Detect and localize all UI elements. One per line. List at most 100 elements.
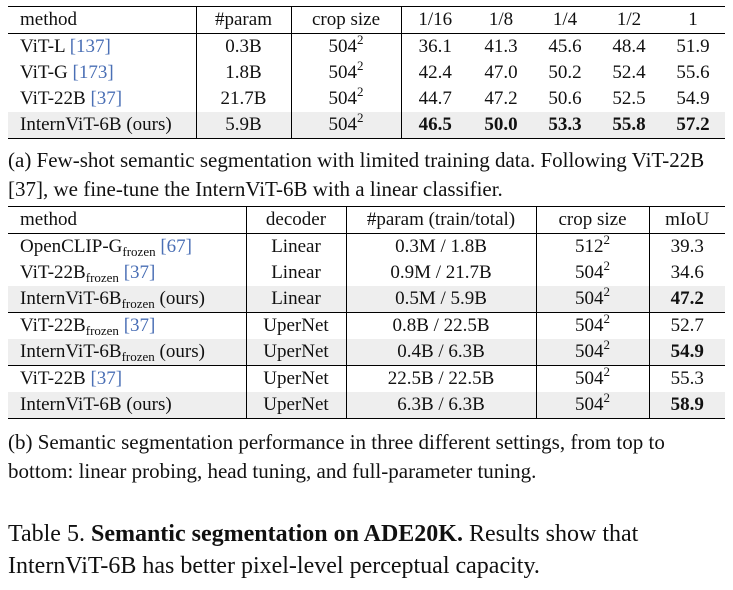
- method-name: InternViT-6B: [20, 288, 122, 309]
- crop-value: 504: [575, 394, 604, 415]
- method-name: OpenCLIP-G: [20, 236, 123, 257]
- header-cell: 1/8: [469, 6, 533, 34]
- method-cell: InternViT-6B (ours): [8, 392, 246, 419]
- miou-cell: 55.3: [648, 365, 725, 392]
- crop-value: 512: [575, 236, 604, 257]
- value-cell: 36.1: [400, 33, 469, 60]
- decoder-cell: UperNet: [245, 392, 346, 419]
- crop-value: 504: [575, 315, 604, 336]
- method-cell: ViT-22B [37]: [8, 86, 196, 112]
- crop-cell: 5042: [535, 337, 649, 366]
- crop-value: 504: [328, 36, 358, 57]
- ours-label: (ours): [159, 288, 205, 309]
- crop-exponent: 2: [603, 390, 611, 405]
- decoder-cell: UperNet: [245, 365, 346, 392]
- value-cell: 45.6: [548, 36, 582, 57]
- citation-link[interactable]: [173]: [72, 62, 114, 83]
- value-cell: 41.3: [484, 36, 518, 57]
- value-cell: 50.2: [548, 62, 582, 83]
- method-subscript: frozen: [85, 270, 119, 285]
- method-cell: InternViT-6B (ours): [8, 112, 196, 139]
- citation-link[interactable]: [37]: [90, 88, 123, 109]
- value-cell: 48.4: [612, 36, 646, 57]
- value-cell: 44.7: [400, 86, 469, 112]
- crop-exponent: 2: [357, 84, 364, 99]
- method-cell: InternViT-6Bfrozen (ours): [8, 286, 246, 313]
- value-cell-best: 50.0: [469, 112, 533, 139]
- miou-cell-best: 58.9: [648, 392, 725, 419]
- crop-cell: 5042: [290, 84, 401, 112]
- crop-exponent: 2: [357, 58, 364, 73]
- method-name: InternViT-6B (ours): [20, 114, 172, 135]
- crop-cell: 5042: [535, 311, 649, 339]
- citation-link[interactable]: [137]: [69, 36, 111, 57]
- crop-exponent: 2: [603, 232, 611, 247]
- method-name: ViT-L: [20, 36, 65, 57]
- method-subscript: frozen: [85, 323, 119, 338]
- method-cell: ViT-22Bfrozen [37]: [8, 313, 246, 340]
- header-cell: #param (train/total): [345, 206, 536, 234]
- value-cell: 52.5: [612, 88, 646, 109]
- method-name: InternViT-6B: [20, 341, 122, 362]
- table-caption: Table 5. Semantic segmentation on ADE20K…: [8, 518, 728, 582]
- crop-exponent: 2: [603, 364, 611, 379]
- table-row: ViT-L [137] 0.3B 5042 36.1 41.3 45.6 48.…: [8, 33, 725, 60]
- crop-cell: 5042: [290, 58, 401, 86]
- few-shot-table: method #param crop size 1/16 1/8 1/4 1/2…: [8, 6, 725, 139]
- crop-value: 504: [328, 88, 358, 109]
- param-cell: 21.7B: [195, 86, 291, 112]
- method-name: ViT-G: [20, 62, 68, 83]
- value-cell: 52.4: [612, 62, 646, 83]
- crop-value: 504: [328, 62, 358, 83]
- decoder-cell: UperNet: [245, 312, 346, 339]
- crop-cell: 5042: [290, 33, 401, 60]
- value-cell: 50.6: [548, 88, 582, 109]
- crop-value: 504: [575, 368, 604, 389]
- crop-cell: 5122: [535, 232, 649, 260]
- citation-link[interactable]: [37]: [123, 315, 156, 336]
- crop-exponent: 2: [603, 337, 611, 352]
- value-cell: 47.0: [484, 62, 518, 83]
- method-name: InternViT-6B (ours): [20, 394, 172, 415]
- miou-cell: 39.3: [648, 233, 725, 260]
- header-cell: method: [8, 206, 246, 234]
- method-name: ViT-22B: [20, 315, 86, 336]
- header-cell: decoder: [245, 206, 346, 234]
- crop-exponent: 2: [603, 258, 611, 273]
- param-cell: 0.3B: [195, 33, 291, 60]
- value-cell-best: 46.5: [400, 112, 469, 139]
- method-subscript: frozen: [122, 244, 156, 259]
- citation-link[interactable]: [37]: [90, 368, 123, 389]
- crop-value: 504: [575, 288, 604, 309]
- method-cell: ViT-22Bfrozen [37]: [8, 260, 246, 286]
- citation-link[interactable]: [37]: [123, 262, 156, 283]
- subtable-a-caption: (a) Few-shot semantic segmentation with …: [8, 148, 705, 201]
- method-cell: ViT-22B [37]: [8, 366, 246, 393]
- crop-exponent: 2: [603, 311, 611, 326]
- crop-value: 504: [575, 341, 604, 362]
- value-cell: 55.6: [676, 62, 710, 83]
- table-row-highlighted: InternViT-6B (ours) UperNet 6.3B / 6.3B …: [8, 390, 725, 419]
- value-cell: 42.4: [400, 60, 469, 86]
- method-name: ViT-22B: [20, 88, 86, 109]
- miou-cell: 34.6: [648, 260, 725, 286]
- decoder-cell: Linear: [245, 286, 346, 313]
- table-row-highlighted: InternViT-6Bfrozen (ours) UperNet 0.4B /…: [8, 337, 725, 366]
- value-cell: 54.9: [676, 88, 710, 109]
- method-name: ViT-22B: [20, 368, 86, 389]
- crop-cell: 5042: [535, 364, 649, 392]
- value-cell-best: 55.8: [597, 112, 661, 139]
- header-row: method decoder #param (train/total) crop…: [8, 206, 725, 234]
- method-subscript: frozen: [121, 349, 155, 364]
- crop-cell: 5042: [535, 390, 649, 419]
- table-row: ViT-G [173] 1.8B 5042 42.4 47.0 50.2 52.…: [8, 58, 725, 86]
- param-cell: 1.8B: [195, 60, 291, 86]
- param-cell: 0.8B / 22.5B: [345, 312, 536, 339]
- header-row: method #param crop size 1/16 1/8 1/4 1/2…: [8, 6, 725, 34]
- crop-cell: 5042: [535, 258, 649, 286]
- crop-exponent: 2: [357, 110, 364, 125]
- param-cell: 0.4B / 6.3B: [345, 339, 536, 366]
- method-name: ViT-22B: [20, 262, 86, 283]
- table-row-highlighted: InternViT-6B (ours) 5.9B 5042 46.5 50.0 …: [8, 110, 725, 139]
- citation-link[interactable]: [67]: [160, 236, 192, 257]
